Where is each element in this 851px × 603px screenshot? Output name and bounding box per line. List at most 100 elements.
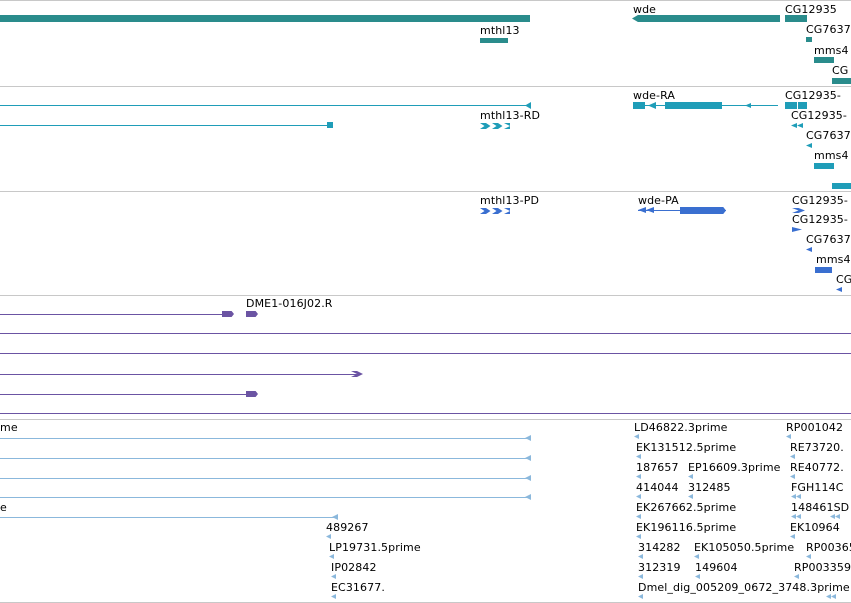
protein-feature[interactable] [480,208,510,214]
est-feature[interactable] [634,434,639,439]
clone-end[interactable] [222,311,234,317]
protein-feature[interactable] [792,227,802,232]
est-label: RP003359954.5prime [794,561,851,574]
est-feature[interactable] [636,494,641,499]
est-label: 149604 [695,561,738,574]
protein-track: mthl13-PD wde-PA CG12935- CG12935- CG763… [0,192,851,295]
est-label: RP003651679.5prime [806,541,851,554]
gene-track: mthl13 wde CG12935 CG7637 mms4 CG [0,0,851,86]
est-feature[interactable] [636,514,641,519]
est-label: 187657 [636,461,679,474]
est-feature[interactable] [790,454,795,459]
gene-feature[interactable] [480,38,508,43]
transcript-label: mms4 [814,149,849,162]
est-feature[interactable] [830,514,840,519]
transcript-exon[interactable] [791,123,803,128]
transcript-exon[interactable] [665,102,722,109]
est-feature[interactable] [331,574,336,579]
est-feature[interactable] [329,554,334,559]
gene-label: wde [633,3,657,16]
protein-feature[interactable] [638,207,654,213]
protein-label: CG [836,273,851,286]
est-feature[interactable] [636,474,641,479]
est-feature[interactable] [638,574,643,579]
gene-feature[interactable] [832,78,851,84]
transcript-exon[interactable] [798,102,807,109]
gene-label: CG7637 [806,23,851,36]
est-feature[interactable] [695,574,700,579]
est-feature[interactable] [791,494,801,499]
gene-label: mms4 [814,44,849,57]
transcript-exon[interactable] [745,103,751,108]
transcript-label: CG7637 [806,129,851,142]
est-feature[interactable] [332,514,338,520]
est-feature[interactable] [638,554,643,559]
transcript-label: CG12935- [791,109,847,122]
gene-feature[interactable] [814,57,834,63]
clone-end[interactable] [246,391,258,397]
transcript-exon[interactable] [814,163,834,169]
clone-end[interactable] [351,371,363,377]
est-label: FGH114C [791,481,844,494]
est-feature[interactable] [326,534,331,539]
transcript-exon[interactable] [480,123,510,129]
est-feature[interactable] [331,594,336,599]
est-feature[interactable] [525,455,531,461]
est-feature[interactable] [790,474,795,479]
transcript-exon[interactable] [648,102,656,109]
est-label: 312319 [638,561,681,574]
track-separator [0,295,851,296]
gene-feature[interactable] [632,15,780,22]
transcript-exon[interactable] [525,102,531,109]
est-feature[interactable] [791,514,801,519]
est-line [0,458,528,459]
protein-feature[interactable] [836,287,842,292]
est-feature[interactable] [688,474,693,479]
est-feature[interactable] [786,434,791,439]
transcript-exon[interactable] [806,143,812,148]
gene-feature[interactable] [785,15,807,22]
clone-line [0,413,851,414]
clone-line [0,353,851,354]
clone-line [0,333,851,334]
est-label: EC31677. [331,581,385,594]
clone-line [0,394,255,395]
est-label: 148461SD [791,501,850,514]
protein-feature[interactable] [680,207,726,214]
transcript-exon[interactable] [832,183,851,189]
track-separator [0,86,851,87]
transcript-label: wde-RA [633,89,676,102]
protein-label: CG7637 [806,233,851,246]
transcript-exon[interactable] [633,102,645,109]
est-feature[interactable] [525,475,531,481]
est-feature[interactable] [688,494,693,499]
protein-feature[interactable] [806,247,812,252]
est-label: LD46822.3prime [634,421,728,434]
est-feature[interactable] [636,534,641,539]
est-feature[interactable] [826,594,836,599]
est-feature[interactable] [525,494,531,500]
est-feature[interactable] [694,554,699,559]
transcript-exon[interactable] [327,122,333,128]
est-label: 489267 [326,521,369,534]
protein-feature[interactable] [815,267,832,273]
est-label: e [0,501,7,514]
gene-feature[interactable] [806,37,812,42]
est-feature[interactable] [790,534,795,539]
est-feature[interactable] [636,454,641,459]
protein-feature[interactable] [792,208,805,213]
est-feature[interactable] [525,435,531,441]
est-label: IP02842 [331,561,377,574]
gene-label: CG12935 [785,3,837,16]
est-feature[interactable] [806,554,811,559]
gene-feature[interactable] [0,15,530,22]
transcript-label: mthl13-RD [480,109,541,122]
est-label: RE73720. [790,441,844,454]
transcript-exon[interactable] [785,102,797,109]
est-label: EK105050.5prime [694,541,795,554]
est-label: LP19731.5prime [329,541,421,554]
clone-end[interactable] [246,311,258,317]
est-feature[interactable] [794,574,799,579]
est-feature[interactable] [638,594,643,599]
